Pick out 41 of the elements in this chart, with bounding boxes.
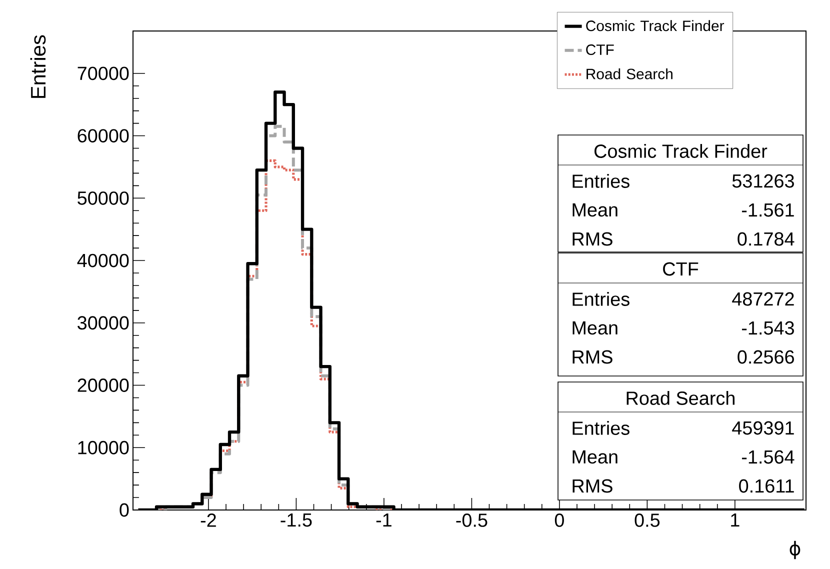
y-tick-label: 30000 <box>78 316 129 330</box>
legend-label: Cosmic Track Finder <box>586 20 724 32</box>
annotation: 0.2566 <box>738 350 794 364</box>
annotation: -1.561 <box>742 203 794 217</box>
annotation: Entries <box>572 174 630 188</box>
annotation: 487272 <box>732 292 794 306</box>
x-tick-label: 0 <box>554 514 564 527</box>
x-tick-label: -0.5 <box>456 514 488 527</box>
annotation: Entries <box>572 292 630 306</box>
legend-label: CTF <box>586 44 614 56</box>
y-tick-label: 10000 <box>78 440 129 454</box>
annotation: Entries <box>572 421 630 435</box>
x-axis-title: ϕ <box>790 540 800 560</box>
annotation: Mean <box>572 203 618 217</box>
annotation: RMS <box>572 479 612 493</box>
legend-label: Road Search <box>586 68 672 80</box>
y-tick-label: 60000 <box>78 129 129 142</box>
y-tick-label: 0 <box>120 503 129 517</box>
annotation: 459391 <box>732 421 794 435</box>
annotation: Cosmic Track Finder <box>594 144 768 158</box>
y-tick-label: 20000 <box>78 378 129 392</box>
annotation: RMS <box>572 232 612 246</box>
annotation: Road Search <box>626 391 734 405</box>
y-tick-label: 40000 <box>77 254 129 268</box>
y-tick-label: 50000 <box>78 191 129 205</box>
annotation: 0.1784 <box>738 232 794 246</box>
annotation: Mean <box>572 450 618 464</box>
annotation: CTF <box>663 262 698 276</box>
annotation: 0.1611 <box>739 479 794 493</box>
annotation: Mean <box>572 321 618 335</box>
annotation: RMS <box>572 350 612 364</box>
x-tick-label: -1 <box>376 514 392 527</box>
annotation: -1.564 <box>742 450 794 464</box>
x-tick-label: -2 <box>200 514 216 527</box>
annotation: -1.543 <box>742 321 794 335</box>
annotation: 531263 <box>732 174 794 188</box>
y-axis-title: Entries <box>30 35 46 98</box>
y-tick-label: 70000 <box>78 66 129 80</box>
x-tick-label: 0.5 <box>634 514 660 527</box>
x-tick-label: 1 <box>731 514 740 527</box>
x-tick-label: -1.5 <box>280 514 312 527</box>
